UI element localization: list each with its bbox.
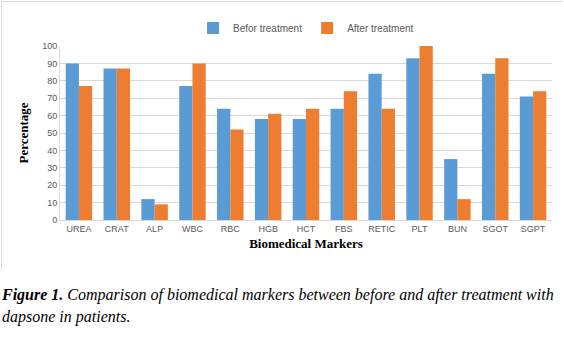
svg-text:0: 0: [52, 215, 57, 225]
svg-text:CRAT: CRAT: [105, 224, 129, 234]
svg-text:Biomedical Markers: Biomedical Markers: [249, 236, 363, 251]
svg-text:SGOT: SGOT: [482, 224, 508, 234]
svg-text:BUN: BUN: [448, 224, 467, 234]
svg-text:80: 80: [47, 76, 57, 86]
html-text:Figure 1. Comparison of biomed: Figure 1. Comparison of biomedical marke…: [2, 286, 554, 325]
svg-text:10: 10: [47, 198, 57, 208]
svg-text:WBC: WBC: [182, 224, 203, 234]
svg-text:SGPT: SGPT: [521, 224, 546, 234]
svg-text:PLT: PLT: [412, 224, 428, 234]
svg-text:Percentage: Percentage: [16, 102, 31, 163]
svg-text:50: 50: [47, 128, 57, 138]
svg-text:FBS: FBS: [335, 224, 353, 234]
svg-text:After treatment: After treatment: [347, 23, 413, 34]
svg-text:UREA: UREA: [66, 224, 91, 234]
svg-text:RETIC: RETIC: [368, 224, 396, 234]
svg-text:40: 40: [47, 146, 57, 156]
svg-text:ALP: ALP: [146, 224, 163, 234]
svg-text:RBC: RBC: [221, 224, 241, 234]
svg-text:90: 90: [47, 59, 57, 69]
svg-text:Befor treatment: Befor treatment: [233, 23, 302, 34]
svg-text:HCT: HCT: [297, 224, 316, 234]
svg-text:60: 60: [47, 111, 57, 121]
svg-text:70: 70: [47, 93, 57, 103]
svg-text:20: 20: [47, 180, 57, 190]
svg-text:100: 100: [42, 41, 57, 51]
svg-text:HGB: HGB: [258, 224, 278, 234]
svg-text:30: 30: [47, 163, 57, 173]
